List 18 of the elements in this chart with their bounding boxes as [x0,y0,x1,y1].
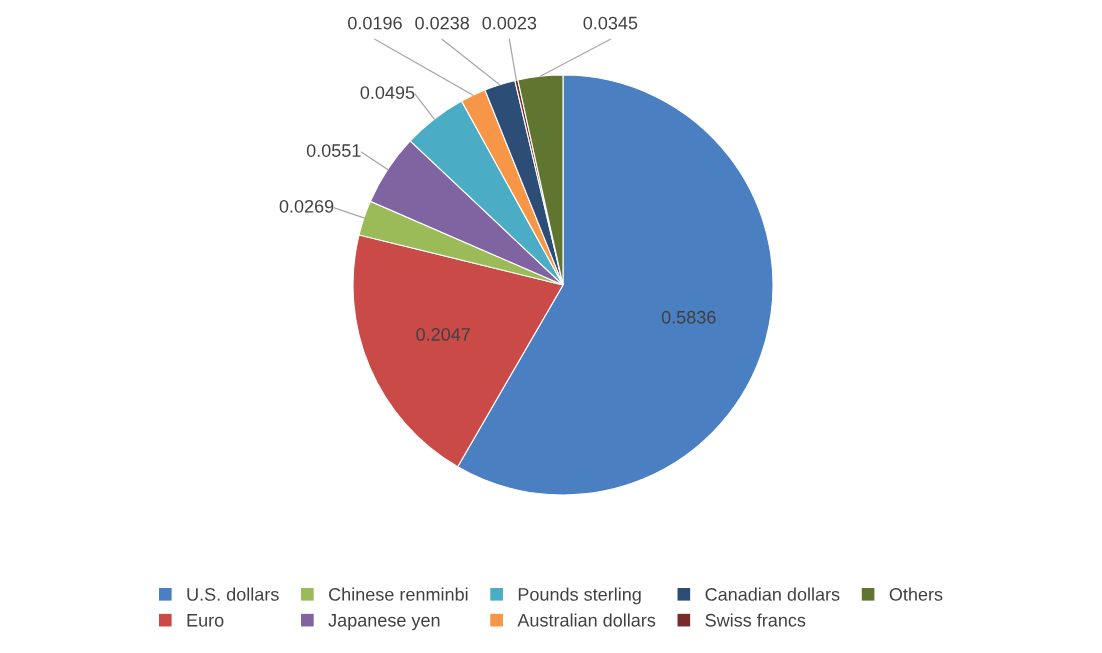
legend-label: Others [889,587,943,601]
legend-label: Swiss francs [705,613,806,627]
legend-label: Canadian dollars [705,587,840,601]
data-label: 0.0238 [415,16,469,30]
legend-label: Chinese renminbi [329,587,468,601]
data-label: 0.2047 [416,328,470,341]
legend-label: Australian dollars [517,613,656,627]
data-label: 0.0345 [583,16,638,30]
data-label: 0.0196 [348,16,402,30]
data-label: 0.0269 [279,199,334,213]
legend-label: Pounds sterling [518,587,641,605]
data-label: 0.0023 [482,16,537,30]
data-label: 0.0495 [360,86,415,99]
data-label: 0.0551 [306,144,361,157]
legend-label: U.S. dollars [187,587,279,601]
legend-label: Euro [187,614,224,627]
legend-label: Japanese yen [328,614,440,631]
data-label: 0.5836 [661,310,716,324]
